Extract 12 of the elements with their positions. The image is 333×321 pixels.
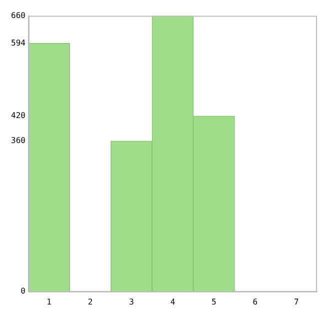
x-tick-label: 6 <box>252 297 258 306</box>
y-tick-label: 660 <box>10 10 26 20</box>
x-tick-label: 3 <box>129 297 134 306</box>
x-tick-label: 4 <box>170 297 176 306</box>
x-tick-label: 2 <box>88 297 93 306</box>
y-tick-label: 360 <box>10 136 26 146</box>
y-tick-label: 420 <box>10 111 26 120</box>
x-tick-label: 1 <box>46 297 52 306</box>
x-tick-label: 5 <box>212 297 217 306</box>
x-tick-label: 7 <box>294 297 299 306</box>
y-tick-label: 594 <box>10 38 26 48</box>
y-tick-label: 0 <box>20 286 26 296</box>
